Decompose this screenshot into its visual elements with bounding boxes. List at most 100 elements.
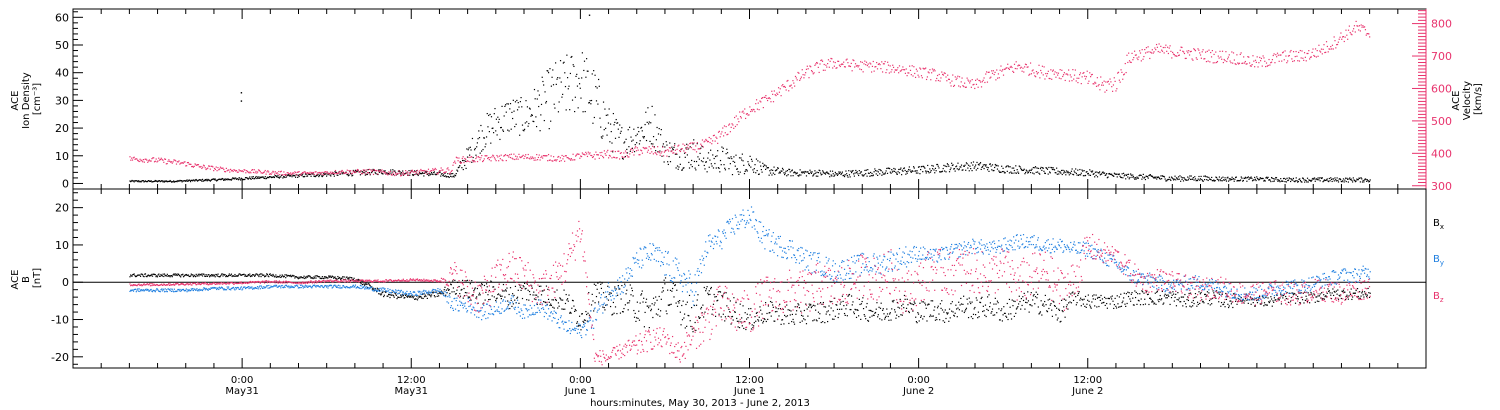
velocity-point <box>172 161 174 163</box>
density-point <box>354 171 356 174</box>
velocity-point <box>1199 54 1202 56</box>
density-point <box>351 175 353 177</box>
density-point <box>595 85 597 88</box>
velocity-point <box>654 152 656 154</box>
field-bx-point <box>136 275 138 277</box>
velocity-point <box>1312 48 1314 50</box>
velocity-point <box>343 172 345 174</box>
density-point <box>538 94 540 96</box>
density-point <box>369 174 371 176</box>
field-bx-point <box>161 275 163 277</box>
field-bx-point <box>963 311 965 314</box>
field-bx-point <box>867 319 869 322</box>
velocity-point <box>980 86 983 88</box>
density-point <box>447 173 449 175</box>
density-point <box>1326 178 1328 180</box>
velocity-point <box>794 85 796 87</box>
velocity-point <box>854 66 856 68</box>
field-bx-point <box>507 300 509 302</box>
density-point <box>205 179 207 182</box>
field-bx-point <box>1111 295 1113 297</box>
velocity-point <box>884 60 886 63</box>
field-bx-point <box>501 295 503 297</box>
density-point <box>1272 180 1274 183</box>
field-bx-point <box>1172 291 1174 293</box>
density-point <box>648 123 650 125</box>
velocity-point <box>1207 60 1209 62</box>
field-bx-point <box>495 298 498 300</box>
field-bx-point <box>304 277 306 280</box>
field-bx-point <box>1035 291 1037 293</box>
density-point <box>1028 170 1030 172</box>
velocity-point <box>253 169 255 171</box>
density-point <box>937 165 939 167</box>
velocity-point <box>587 151 589 153</box>
density-point <box>1182 177 1184 179</box>
density-point <box>924 167 926 169</box>
velocity-point <box>667 149 669 151</box>
velocity-point <box>690 142 692 144</box>
field-bx-point <box>654 302 656 304</box>
density-point <box>850 170 852 172</box>
density-point <box>755 158 758 160</box>
field-bx-point <box>133 273 135 275</box>
field-bx-point <box>266 273 268 275</box>
density-point <box>516 109 519 111</box>
field-bx-point <box>1039 312 1041 314</box>
density-point <box>1227 180 1230 182</box>
field-bx-point <box>1109 303 1111 305</box>
field-bx-point <box>1145 291 1147 293</box>
field-bx-point <box>132 274 134 276</box>
field-bx-point <box>1037 306 1039 308</box>
density-point <box>466 156 469 158</box>
field-bx-point <box>1086 303 1088 305</box>
density-point <box>866 175 868 177</box>
density-tick-label: 10 <box>55 150 69 163</box>
density-point <box>678 166 680 168</box>
density-point <box>1366 180 1368 182</box>
velocity-point <box>1157 50 1159 53</box>
field-bx-point <box>762 322 764 324</box>
density-point <box>643 137 645 139</box>
field-bx-point <box>192 274 194 276</box>
density-point <box>244 178 246 181</box>
field-bx-point <box>1165 294 1168 296</box>
field-bx-point <box>223 273 225 275</box>
velocity-point <box>603 150 605 152</box>
velocity-point <box>826 66 828 68</box>
velocity-point <box>520 156 522 159</box>
density-point <box>359 174 362 176</box>
velocity-point <box>755 103 757 105</box>
density-point <box>737 171 739 173</box>
density-point <box>1032 166 1034 169</box>
density-point <box>1060 172 1062 174</box>
field-bx-point <box>443 289 445 291</box>
field-bx-point <box>730 323 732 325</box>
field-bx-point <box>1099 296 1101 299</box>
density-point <box>968 170 970 172</box>
velocity-point <box>513 153 515 155</box>
field-bx-point <box>134 275 136 277</box>
density-point <box>1022 169 1025 171</box>
field-bx-point <box>568 294 570 296</box>
velocity-point <box>989 77 991 79</box>
density-point <box>948 171 951 173</box>
field-bx-point <box>334 276 336 278</box>
velocity-point <box>277 173 279 175</box>
velocity-point <box>233 169 235 171</box>
field-bx-point <box>1048 307 1050 310</box>
density-point <box>452 175 455 177</box>
density-point <box>773 166 775 168</box>
field-bx-point <box>1051 315 1054 317</box>
field-bx-point <box>488 299 490 301</box>
density-point <box>785 170 787 172</box>
density-point <box>698 164 700 166</box>
field-bx-point <box>446 292 448 294</box>
field-bx-point <box>1220 305 1222 307</box>
density-point <box>1340 180 1342 183</box>
density-point <box>334 171 336 173</box>
density-point <box>976 161 978 164</box>
density-point <box>897 171 899 173</box>
field-bx-point <box>629 284 631 286</box>
field-bx-point <box>806 308 808 310</box>
